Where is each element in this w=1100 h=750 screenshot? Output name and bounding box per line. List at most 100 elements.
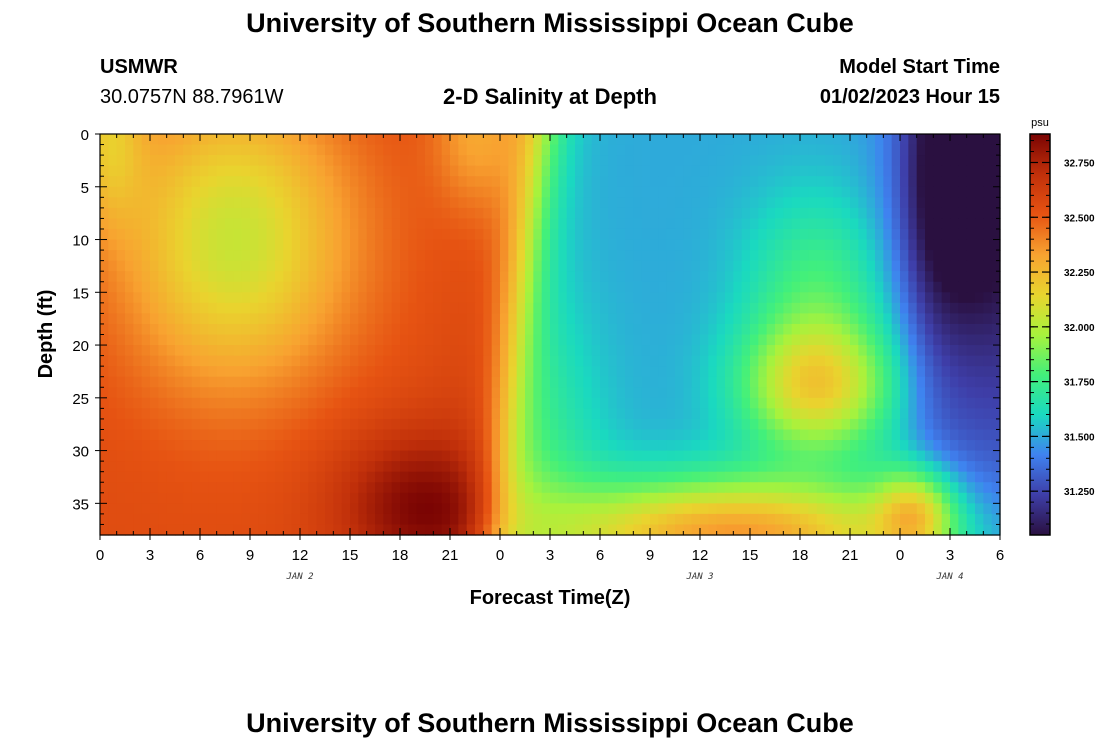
heatmap-cell	[416, 323, 426, 336]
heatmap-cell	[883, 450, 893, 462]
heatmap-cell	[450, 450, 459, 462]
heatmap-cell	[316, 250, 326, 262]
heatmap-cell	[483, 134, 493, 146]
heatmap-cell	[625, 376, 634, 388]
heatmap-cell	[566, 440, 576, 452]
heatmap-cell	[925, 429, 934, 441]
heatmap-cell	[533, 471, 543, 483]
heatmap-cell	[975, 281, 984, 293]
heatmap-cell	[825, 207, 834, 220]
heatmap-cell	[658, 503, 668, 515]
heatmap-cell	[666, 313, 676, 325]
heatmap-cell	[608, 176, 618, 188]
heatmap-cell	[250, 482, 259, 494]
heatmap-cell	[216, 165, 226, 177]
heatmap-cell	[850, 271, 859, 283]
heatmap-cell	[183, 292, 193, 304]
heatmap-cell	[991, 323, 1001, 336]
heatmap-cell	[633, 144, 643, 156]
heatmap-cell	[891, 176, 901, 188]
heatmap-cell	[833, 197, 843, 209]
heatmap-cell	[316, 260, 326, 272]
heatmap-cell	[800, 418, 809, 431]
heatmap-cell	[741, 503, 751, 515]
heatmap-cell	[708, 482, 718, 494]
heatmap-cell	[650, 250, 659, 262]
heatmap-cell	[250, 408, 259, 420]
heatmap-cell	[641, 176, 651, 188]
heatmap-cell	[491, 450, 501, 462]
heatmap-cell	[316, 461, 326, 473]
colorbar-tick-label: 32.750	[1064, 158, 1095, 169]
heatmap-cell	[600, 323, 609, 336]
heatmap-cell	[216, 239, 226, 251]
heatmap-cell	[841, 271, 851, 283]
heatmap-cell	[766, 144, 776, 156]
heatmap-cell	[666, 271, 676, 283]
heatmap-cell	[941, 144, 951, 156]
heatmap-cell	[608, 345, 618, 357]
heatmap-cell	[425, 366, 434, 378]
heatmap-cell	[716, 482, 726, 494]
heatmap-cell	[466, 281, 476, 293]
heatmap-cell	[533, 134, 543, 146]
heatmap-cell	[675, 281, 684, 293]
colorbar-tick-label: 32.500	[1064, 213, 1095, 224]
heatmap-cell	[491, 281, 501, 293]
heatmap-cell	[533, 440, 543, 452]
heatmap-cell	[825, 418, 834, 431]
heatmap-cell	[883, 376, 893, 388]
heatmap-cell	[800, 176, 809, 188]
heatmap-cell	[825, 355, 834, 367]
heatmap-cell	[925, 323, 934, 336]
heatmap-cell	[233, 492, 243, 504]
heatmap-cell	[391, 334, 401, 346]
heatmap-cell	[516, 197, 526, 209]
heatmap-cell	[475, 418, 484, 431]
heatmap-cell	[366, 186, 376, 198]
heatmap-cell	[616, 239, 626, 251]
heatmap-cell	[508, 461, 518, 473]
heatmap-cell	[708, 144, 718, 156]
heatmap-cell	[358, 281, 368, 293]
heatmap-cell	[591, 440, 601, 452]
heatmap-cell	[525, 250, 534, 262]
heatmap-cell	[308, 503, 318, 515]
heatmap-cell	[116, 176, 126, 188]
heatmap-cell	[908, 271, 918, 283]
heatmap-cell	[800, 197, 809, 209]
heatmap-cell	[275, 228, 284, 241]
y-tick-label: 10	[72, 233, 89, 250]
heatmap-cell	[100, 397, 109, 409]
heatmap-cell	[875, 471, 884, 483]
heatmap-cell	[616, 134, 626, 146]
heatmap-cell	[225, 218, 234, 230]
heatmap-cell	[650, 323, 659, 336]
heatmap-cell	[541, 323, 551, 336]
heatmap-cell	[750, 461, 759, 473]
heatmap-cell	[641, 186, 651, 198]
heatmap-cell	[200, 260, 209, 272]
heatmap-cell	[283, 323, 293, 336]
heatmap-cell	[141, 429, 151, 441]
heatmap-cell	[741, 492, 751, 504]
heatmap-cell	[741, 323, 751, 336]
heatmap-cell	[900, 471, 909, 483]
heatmap-cell	[508, 513, 518, 526]
heatmap-cell	[266, 155, 276, 167]
heatmap-cell	[841, 418, 851, 431]
heatmap-cell	[841, 461, 851, 473]
heatmap-cell	[658, 228, 668, 241]
heatmap-cell	[358, 302, 368, 314]
heatmap-cell	[308, 207, 318, 220]
heatmap-cell	[658, 524, 668, 536]
heatmap-cell	[208, 471, 218, 483]
heatmap-cell	[883, 302, 893, 314]
heatmap-cell	[941, 260, 951, 272]
heatmap-cell	[875, 186, 884, 198]
heatmap-cell	[275, 165, 284, 177]
heatmap-cell	[916, 387, 926, 399]
heatmap-cell	[541, 134, 551, 146]
heatmap-cell	[775, 176, 784, 188]
heatmap-cell	[183, 165, 193, 177]
